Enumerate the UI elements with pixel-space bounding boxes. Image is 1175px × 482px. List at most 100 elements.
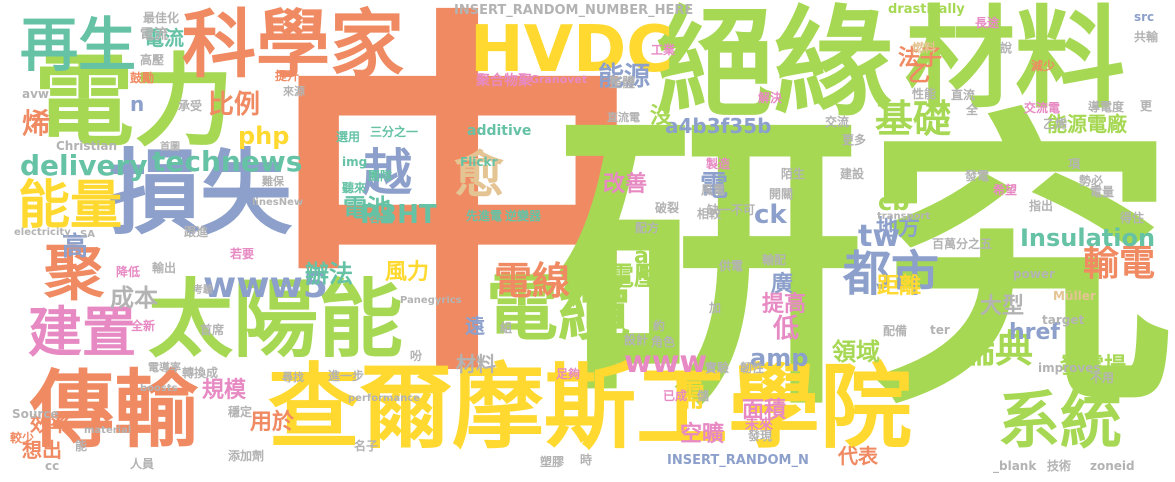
cloud-word: 距離: [877, 274, 922, 299]
cloud-word: Insulation: [1020, 224, 1156, 252]
cloud-word: transport: [877, 211, 931, 222]
cloud-word: 足夠: [556, 367, 581, 381]
cloud-word: 不用: [1090, 371, 1115, 385]
cloud-word: 電力: [34, 43, 234, 160]
cloud-word: 需: [675, 379, 705, 414]
cloud-word: 直流電: [607, 111, 640, 124]
cloud-word: n: [130, 92, 145, 116]
cloud-word: linesNew: [252, 197, 304, 208]
cloud-word: 發電場: [1060, 354, 1127, 379]
cloud-word: 材料: [456, 352, 496, 376]
cloud-word: 想出: [22, 438, 62, 462]
cloud-word: P3HT: [360, 200, 437, 230]
cloud-word: 電: [700, 169, 729, 202]
cloud-word: 電線: [494, 259, 571, 303]
cloud-word: 電流: [144, 26, 184, 50]
cloud-word: 勢必: [1079, 174, 1104, 188]
cloud-word: 空曠: [680, 422, 725, 447]
cloud-word: additive: [467, 123, 532, 139]
cloud-word: 考驗: [193, 285, 213, 296]
cloud-word: 直流: [951, 88, 976, 102]
cloud-word: 低: [773, 314, 800, 344]
cloud-word: power: [1013, 267, 1055, 281]
cloud-word: amp: [750, 344, 809, 372]
cloud-word: performance: [348, 393, 421, 404]
cloud-word: 缺一不可: [707, 203, 756, 217]
cloud-word: 基礎: [875, 97, 952, 141]
cloud-word: 難保: [262, 175, 284, 188]
cloud-word: 全: [966, 103, 979, 117]
cloud-word: 再生: [20, 11, 137, 79]
cloud-word: 選用: [336, 130, 361, 144]
cloud-word: 面積: [742, 398, 787, 423]
cloud-word: 供電: [719, 259, 744, 273]
cloud-word: 配方: [635, 221, 660, 235]
cloud-word: 交流: [825, 115, 850, 129]
cloud-word: ck: [754, 200, 787, 230]
cloud-word: www5: [203, 265, 328, 306]
cloud-word: 系統: [998, 384, 1123, 457]
cloud-word: 來源: [283, 85, 305, 98]
cloud-word: 若要: [230, 247, 255, 261]
cloud-word: 百萬分之五: [932, 237, 993, 251]
cloud-word: 比例: [208, 90, 261, 120]
cloud-word: 首圖: [160, 142, 180, 153]
cloud-word: 添加劑: [228, 449, 265, 463]
cloud-word: 電壓: [608, 262, 661, 292]
cloud-word: 三分之一: [370, 125, 419, 139]
cloud-word: 辦法: [305, 260, 353, 288]
cloud-word: 設計: [624, 333, 649, 347]
cloud-word: cb: [878, 188, 910, 216]
cloud-word: 轉換成: [182, 366, 219, 380]
cloud-word: 沒: [650, 104, 673, 129]
cloud-word: 跟進: [184, 225, 209, 239]
cloud-word: 廣: [771, 272, 794, 297]
cloud-word: 傳輸: [30, 361, 199, 459]
cloud-word: Flickr: [460, 155, 498, 169]
cloud-word: 破裂: [655, 201, 680, 215]
cloud-word: 損失: [108, 140, 293, 247]
cloud-word: 交流電: [1024, 101, 1061, 115]
cloud-word: 加: [709, 301, 722, 315]
cloud-word: 容量: [369, 211, 394, 225]
cloud-word: 聚合物聚: [476, 73, 532, 89]
cloud-word: 燃料: [912, 41, 937, 55]
cloud-word: php: [238, 122, 290, 150]
cloud-word: HVDC: [470, 13, 674, 87]
cloud-word: 陌生: [781, 167, 806, 181]
cloud-word: 尋找: [282, 371, 304, 384]
cloud-word: 能源電廠: [1047, 112, 1127, 136]
cloud-word: 高壓: [140, 53, 165, 67]
cloud-word: 得住: [1120, 211, 1145, 225]
cloud-word: 查爾摩斯工學院: [268, 354, 913, 461]
cloud-word: 角色: [651, 335, 676, 349]
cloud-word: 輸出: [152, 261, 177, 275]
cloud-word: 韌性: [740, 361, 765, 375]
cloud-word: 絕緣: [656, 0, 893, 132]
cloud-word: 發電: [965, 169, 990, 183]
cloud-word: 改善: [603, 172, 648, 197]
cloud-word: drastically: [888, 2, 965, 17]
cloud-word: 導電度: [1088, 100, 1125, 114]
cloud-word: 降低: [116, 265, 141, 279]
cloud-word: 代表: [838, 444, 878, 468]
cloud-word: 遠: [465, 314, 485, 338]
cloud-word: 進一步: [328, 369, 365, 383]
cloud-word: 希望: [993, 183, 1018, 197]
cloud-word: 較少: [10, 431, 35, 445]
cloud-word: 指出: [1029, 199, 1054, 213]
cloud-word: 提升: [275, 69, 300, 83]
cloud-word: 輸電: [1083, 243, 1156, 284]
cloud-word: 電池: [343, 194, 391, 222]
cloud-word: 愈: [454, 146, 504, 204]
cloud-word: 風力: [385, 260, 430, 285]
cloud-word: 更: [1140, 99, 1153, 113]
cloud-word: 鼓勵: [130, 71, 155, 85]
cloud-word: 全新: [131, 319, 156, 333]
cloud-word: 長途: [975, 16, 1000, 30]
cloud-word: 烯: [22, 107, 51, 140]
cloud-word: target: [1042, 313, 1085, 327]
cloud-word: 項: [1068, 157, 1081, 171]
cloud-word: avw: [22, 87, 50, 101]
